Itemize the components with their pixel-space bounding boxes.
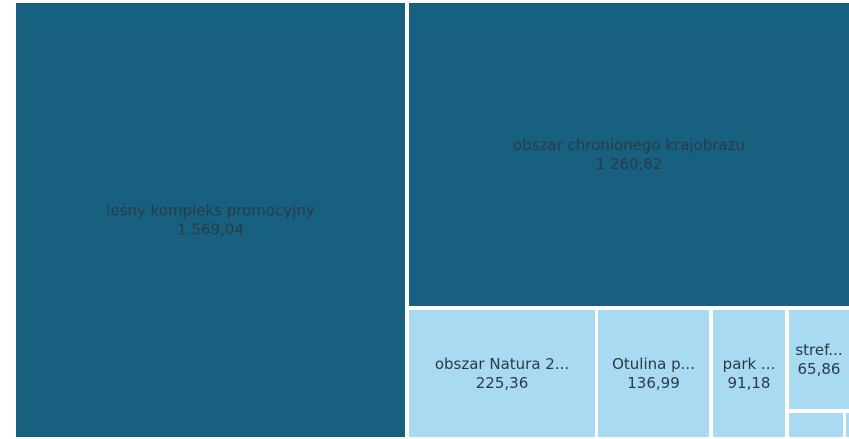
tile-label: leśny kompleks promocyjny bbox=[106, 202, 315, 220]
tile-value: 136,99 bbox=[627, 374, 680, 392]
tile-value: 225,36 bbox=[476, 374, 529, 392]
tile bbox=[409, 3, 849, 306]
tile bbox=[16, 3, 405, 437]
tile-label-group: park ...91,18 bbox=[723, 355, 776, 392]
tile-value: 65,86 bbox=[798, 360, 841, 378]
tile-unlabeled bbox=[789, 413, 843, 437]
tile bbox=[789, 310, 849, 409]
tile-label-group: Otulina p...136,99 bbox=[612, 355, 695, 392]
tile-unlabeled bbox=[846, 413, 849, 437]
tile-label: obszar chronionego krajobrazu bbox=[513, 136, 745, 154]
tile-label-group: stref...65,86 bbox=[795, 341, 842, 378]
tile-label: stref... bbox=[795, 341, 842, 359]
tile-value: 1 569,04 bbox=[177, 221, 244, 239]
tile-label: park ... bbox=[723, 355, 776, 373]
tile bbox=[598, 310, 709, 437]
tile-label: Otulina p... bbox=[612, 355, 695, 373]
tile-value: 1 260,82 bbox=[596, 155, 663, 173]
tile bbox=[713, 310, 785, 437]
tile-value: 91,18 bbox=[728, 374, 771, 392]
tile-label-group: obszar Natura 2...225,36 bbox=[435, 355, 569, 392]
tile bbox=[409, 310, 595, 437]
tile-label: obszar Natura 2... bbox=[435, 355, 569, 373]
